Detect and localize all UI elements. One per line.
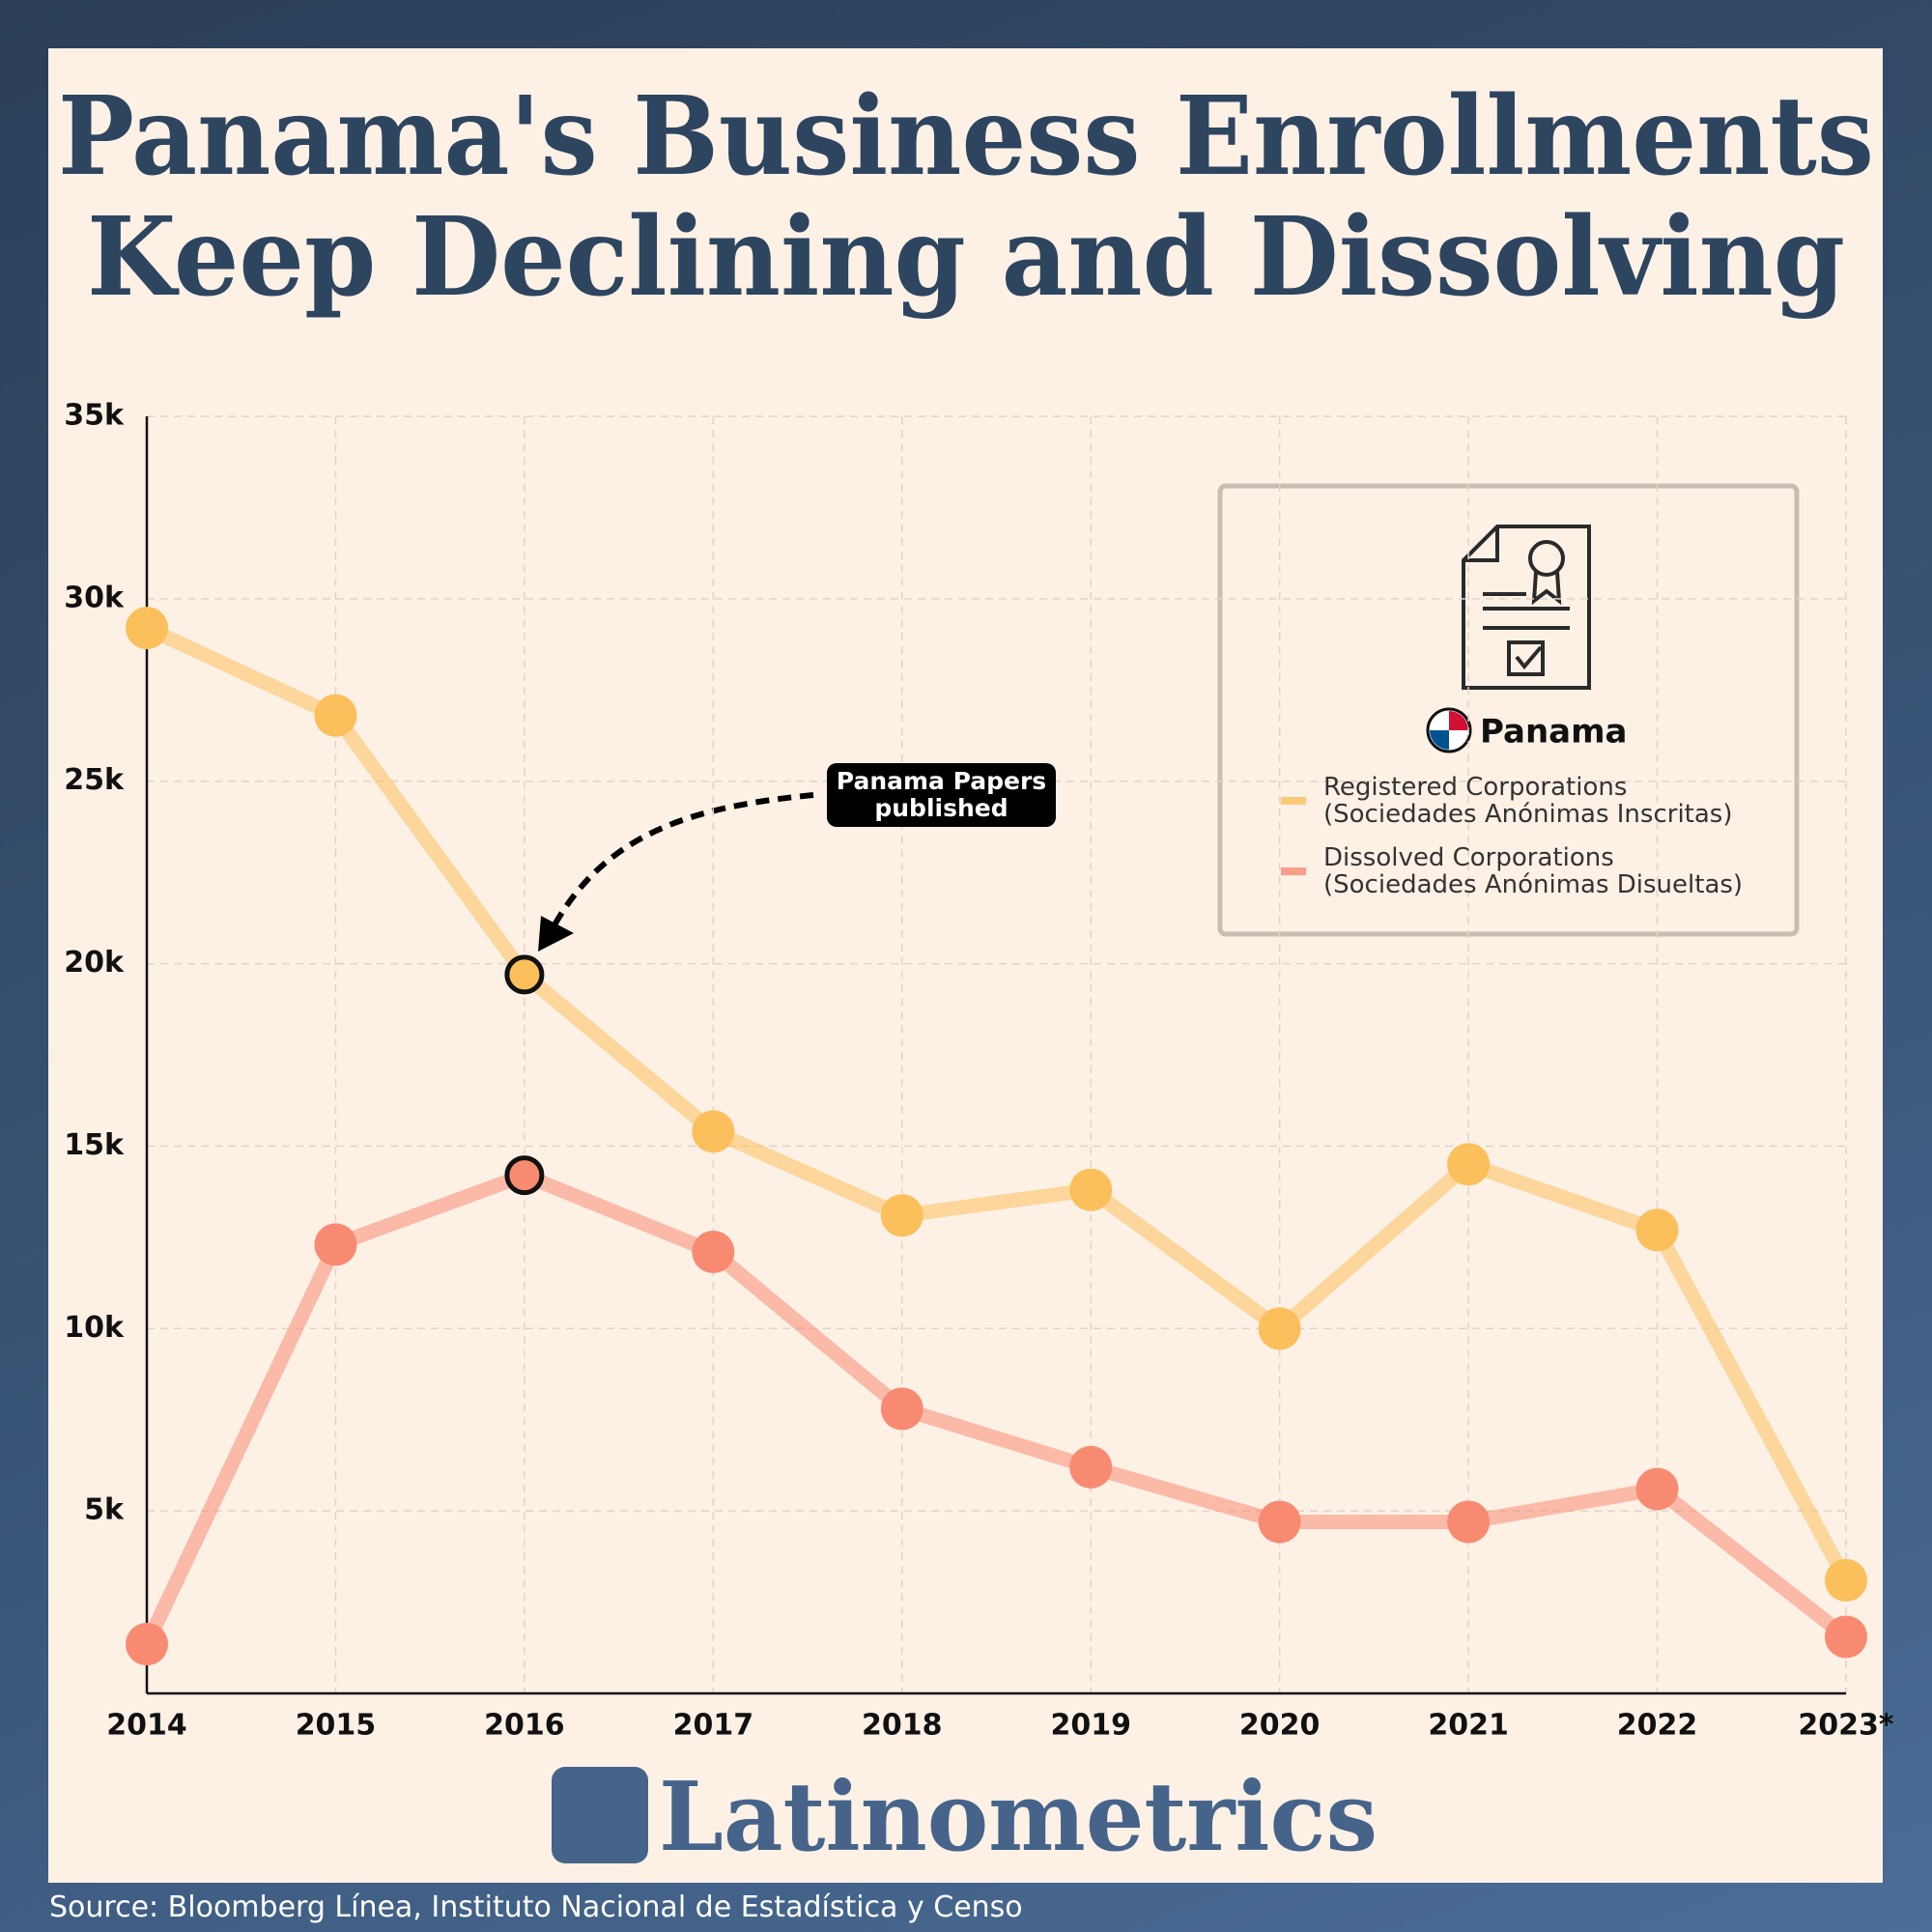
data-point [1635, 1467, 1679, 1511]
data-point [1825, 1615, 1867, 1659]
data-point [126, 607, 168, 650]
x-tick-label: 2017 [673, 1709, 754, 1743]
data-point [314, 1223, 357, 1266]
data-point [314, 694, 357, 737]
data-point [504, 1155, 545, 1196]
y-tick-label: 10k [64, 1311, 125, 1345]
x-tick-label: 2022 [1617, 1709, 1698, 1743]
data-point [504, 954, 545, 995]
annotation-arrowhead [538, 916, 574, 952]
data-point [880, 1194, 923, 1237]
x-tick-label: 2018 [862, 1709, 943, 1743]
x-tick-label: 2019 [1050, 1709, 1131, 1743]
y-tick-label: 5k [84, 1493, 125, 1527]
x-tick-label: 2021 [1428, 1709, 1509, 1743]
y-tick-label: 20k [64, 946, 125, 980]
legend-title: Panama [1480, 713, 1627, 752]
annotation: Panama Papers published [827, 763, 1056, 827]
brand-logo [552, 1767, 648, 1863]
document-icon [1462, 525, 1591, 690]
y-tick-label: 25k [64, 763, 125, 797]
source: Source: Bloomberg Línea, Instituto Nacio… [49, 1890, 1023, 1924]
series-line [140, 1168, 1851, 1648]
y-tick-label: 35k [64, 399, 125, 433]
data-point [692, 1230, 735, 1273]
legend-box [1217, 483, 1800, 937]
x-tick-label: 2014 [106, 1709, 187, 1743]
chart-title: Panama's Business Enrollments [58, 73, 1874, 200]
data-point [1825, 1558, 1867, 1602]
data-point [1635, 1208, 1679, 1252]
y-tick-label: 30k [64, 581, 125, 614]
panel [48, 48, 1883, 1883]
x-tick-label: 2020 [1239, 1709, 1321, 1743]
annotation-arrow [543, 792, 814, 944]
data-point [692, 1110, 735, 1153]
data-point [1447, 1143, 1491, 1186]
legend-label: Dissolved Corporations (Sociedades Anóni… [1323, 843, 1744, 899]
x-tick-label: 2016 [484, 1709, 565, 1743]
y-tick-label: 15k [64, 1128, 125, 1162]
data-point [880, 1387, 923, 1431]
x-tick-label: 2023* [1798, 1709, 1893, 1743]
brand-name: Latinometrics [659, 1762, 1378, 1873]
chart-subtitle: Keep Declining and Dissolving [87, 194, 1845, 321]
data-point [1069, 1168, 1113, 1211]
data-point [1258, 1307, 1301, 1350]
flag-icon [1426, 707, 1472, 753]
x-tick-label: 2015 [296, 1709, 377, 1743]
data-point [1258, 1500, 1301, 1544]
data-point [1447, 1500, 1491, 1544]
legend-label: Registered Corporations (Sociedades Anón… [1323, 773, 1733, 829]
data-point [126, 1623, 168, 1666]
data-point [1069, 1445, 1113, 1489]
series-line [143, 621, 1853, 1584]
